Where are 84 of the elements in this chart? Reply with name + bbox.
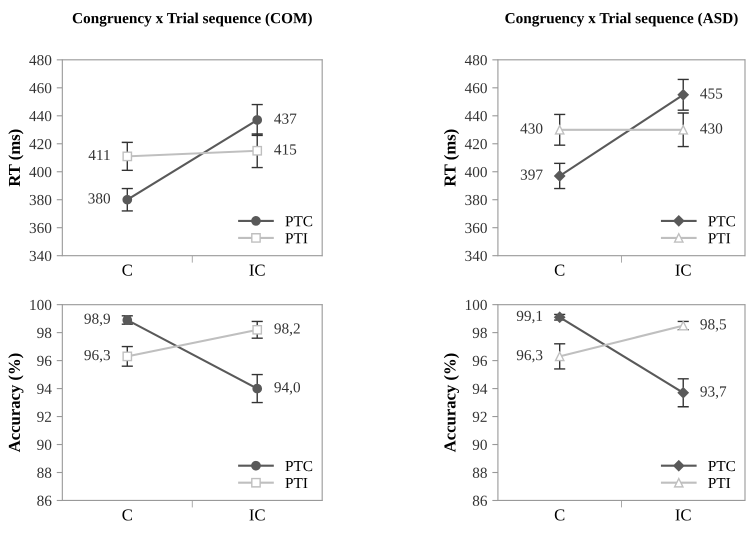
data-label: 99,1: [516, 310, 542, 324]
y-tick-label: 88: [472, 468, 487, 478]
point: [252, 324, 262, 335]
data-label: 380: [88, 193, 110, 204]
y-tick-label: 400: [464, 166, 487, 178]
legend-label: PTI: [708, 478, 730, 488]
y-tick-label: 460: [464, 82, 487, 94]
point: [678, 387, 689, 398]
legend-label: PTC: [708, 216, 735, 226]
data-label: 96,3: [84, 350, 110, 362]
y-tick-label: 90: [37, 440, 52, 450]
point: [122, 194, 132, 205]
legend-label: PTI: [708, 233, 730, 244]
x-tick-label: C: [554, 509, 564, 521]
point: [554, 124, 565, 135]
x-tick-label: C: [122, 509, 132, 521]
y-tick-label: 400: [29, 166, 52, 178]
y-tick-label: 380: [465, 194, 487, 206]
y-tick-label: 98: [472, 328, 487, 338]
data-label: 397: [520, 170, 543, 180]
y-tick-label: 94: [37, 384, 52, 394]
x-tick-label: C: [554, 264, 564, 276]
y-tick-label: 480: [464, 54, 487, 66]
data-label: 437: [274, 114, 296, 124]
legend-label: PTC: [285, 460, 312, 472]
y-tick-label: 360: [30, 222, 52, 234]
point: [252, 115, 262, 125]
data-label: 98,5: [700, 319, 726, 332]
x-tick-label: IC: [249, 264, 265, 276]
point: [554, 312, 566, 323]
legend-label: PTC: [285, 216, 312, 226]
data-label: 98,9: [84, 314, 110, 326]
data-label: 96,3: [516, 350, 542, 362]
y-tick-label: 360: [465, 222, 487, 234]
y-tick-label: 460: [29, 82, 52, 94]
data-label: 411: [88, 150, 110, 160]
legend-label: PTC: [708, 460, 735, 472]
y-axis-title: RT (ms): [8, 130, 24, 186]
y-tick-label: 96: [37, 356, 52, 366]
y-axis-title: Accuracy (%): [8, 354, 24, 452]
y-tick-label: 88: [37, 468, 52, 478]
y-tick-label: 98: [37, 328, 52, 338]
y-tick-label: 86: [472, 496, 488, 506]
data-label: 455: [700, 88, 722, 99]
y-tick-label: 92: [472, 412, 487, 422]
y-tick-label: 420: [464, 138, 487, 150]
y-tick-label: 86: [37, 496, 52, 506]
data-label: 415: [274, 144, 296, 155]
data-label: 98,2: [274, 323, 300, 336]
legend-label: PTI: [285, 478, 308, 488]
data-label: 430: [520, 123, 542, 134]
legend-label: PTI: [285, 233, 308, 244]
y-tick-label: 440: [29, 110, 52, 122]
point: [554, 352, 565, 362]
y-tick-label: 96: [472, 356, 488, 366]
chart-title: Congruency x Trial sequence (COM): [72, 12, 312, 27]
point: [678, 89, 689, 100]
y-tick-label: 340: [30, 250, 52, 262]
y-tick-label: 480: [29, 54, 52, 66]
y-tick-label: 90: [472, 440, 487, 450]
y-tick-label: 380: [30, 194, 52, 206]
y-tick-label: 440: [464, 110, 487, 122]
point: [678, 124, 688, 135]
y-tick-label: 92: [37, 412, 52, 422]
x-tick-label: IC: [249, 509, 265, 521]
point: [554, 170, 566, 182]
data-label: 94,0: [274, 382, 300, 395]
x-tick-label: IC: [675, 509, 691, 521]
y-axis-title: RT (ms): [444, 130, 460, 186]
point: [122, 352, 132, 362]
y-tick-label: 420: [29, 138, 52, 150]
point: [252, 384, 262, 394]
y-tick-label: 94: [472, 384, 488, 394]
data-label: 93,7: [700, 386, 726, 399]
y-tick-label: 340: [465, 250, 487, 262]
point: [252, 146, 262, 156]
x-tick-label: C: [122, 264, 132, 276]
y-axis-title: Accuracy (%): [444, 354, 460, 452]
data-label: 430: [700, 123, 722, 134]
y-tick-label: 100: [466, 300, 487, 310]
point: [122, 152, 132, 162]
y-tick-label: 100: [30, 300, 52, 310]
x-tick-label: IC: [675, 264, 691, 276]
chart-title: Congruency x Trial sequence (ASD): [505, 12, 738, 27]
